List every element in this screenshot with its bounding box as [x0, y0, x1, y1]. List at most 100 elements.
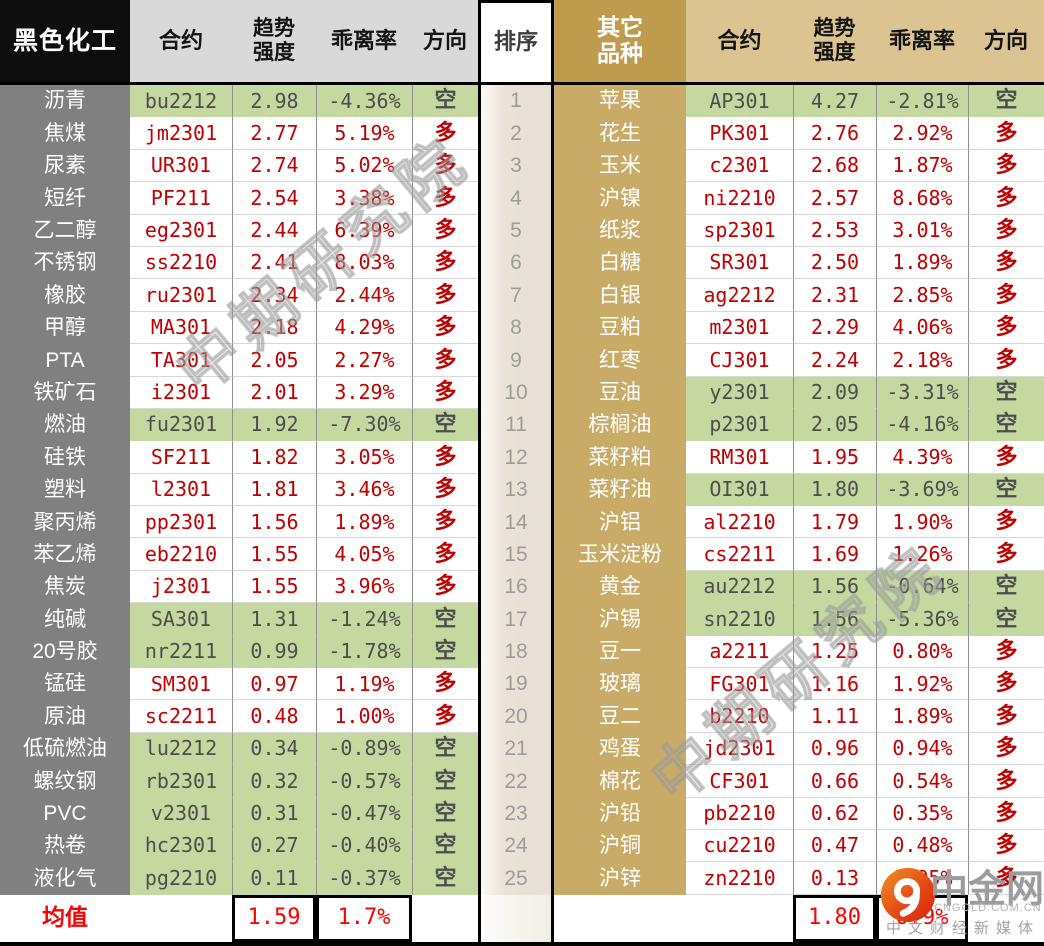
left-direction-cell: 多 [412, 246, 478, 280]
left-trend-cell: 0.97 [232, 668, 316, 701]
right-deviation-cell: 1.92% [876, 668, 968, 701]
right-direction-cell: 多 [968, 311, 1044, 345]
left-deviation-cell: 3.05% [316, 441, 412, 474]
left-deviation-cell: 1.19% [316, 668, 412, 701]
right-contract-cell: cu2210 [686, 829, 793, 863]
left-commodity-label: 原油 [0, 700, 130, 733]
right-trend-cell: 1.11 [793, 700, 876, 733]
right-deviation-cell: -4.16% [876, 408, 968, 442]
left-direction-cell: 多 [412, 279, 478, 312]
rank-cell: 12 [478, 441, 554, 474]
right-direction-cell: 多 [968, 279, 1044, 312]
left-commodity-label: 尿素 [0, 149, 130, 183]
right-direction-cell: 空 [968, 603, 1044, 636]
left-deviation-cell: -1.78% [316, 635, 412, 669]
left-deviation-cell: 1.00% [316, 700, 412, 733]
left-mean-deviation: 1.7% [316, 894, 412, 942]
right-deviation-cell: -2.81% [876, 85, 968, 118]
right-direction-cell: 多 [968, 829, 1044, 863]
left-trend-cell: 0.27 [232, 829, 316, 863]
left-commodity-label: 焦炭 [0, 570, 130, 604]
left-trend-cell: 0.11 [232, 862, 316, 895]
right-direction-cell: 多 [968, 862, 1044, 895]
left-trend-cell: 1.55 [232, 538, 316, 571]
left-trend-cell: 0.99 [232, 635, 316, 669]
left-deviation-cell: 8.03% [316, 246, 412, 280]
right-direction-cell: 多 [968, 668, 1044, 701]
right-trend-cell: 1.56 [793, 570, 876, 604]
right-direction-cell: 多 [968, 765, 1044, 798]
right-commodity-label: 沪锌 [554, 862, 686, 895]
left-deviation-cell: 5.02% [316, 149, 412, 183]
left-direction-cell: 多 [412, 311, 478, 345]
left-direction-cell: 多 [412, 117, 478, 150]
right-contract-cell: pb2210 [686, 797, 793, 830]
left-direction-cell: 多 [412, 214, 478, 247]
right-commodity-label: 沪铅 [554, 797, 686, 830]
left-commodity-label: 20号胶 [0, 635, 130, 669]
left-deviation-cell: 5.19% [316, 117, 412, 150]
right-direction-cell: 多 [968, 344, 1044, 377]
right-commodity-label: 纸浆 [554, 214, 686, 247]
left-contract-cell: PF211 [130, 182, 232, 215]
right-commodity-label: 沪镍 [554, 182, 686, 215]
right-contract-cell: a2211 [686, 635, 793, 669]
right-trend-cell: 1.16 [793, 668, 876, 701]
left-trend-cell: 2.34 [232, 279, 316, 312]
left-trend-cell: 1.82 [232, 441, 316, 474]
left-contract-cell: j2301 [130, 570, 232, 604]
left-contract-cell: eg2301 [130, 214, 232, 247]
left-direction-cell: 多 [412, 506, 478, 539]
left-direction-cell: 多 [412, 570, 478, 604]
left-contract-cell: rb2301 [130, 765, 232, 798]
rank-cell: 8 [478, 311, 554, 345]
left-contract-cell: pp2301 [130, 506, 232, 539]
right-table-title: 其它 品种 [554, 0, 686, 85]
right-direction-cell: 多 [968, 506, 1044, 539]
right-direction-cell: 多 [968, 214, 1044, 247]
right-commodity-label: 棉花 [554, 765, 686, 798]
rank-cell: 9 [478, 344, 554, 377]
left-col-header-deviation: 乖离率 [316, 0, 412, 85]
left-col-header-trend: 趋势 强度 [232, 0, 316, 85]
right-trend-cell: 2.57 [793, 182, 876, 215]
left-trend-cell: 2.44 [232, 214, 316, 247]
rank-cell: 18 [478, 635, 554, 669]
left-direction-cell: 多 [412, 149, 478, 183]
left-trend-cell: 1.81 [232, 473, 316, 507]
left-col-header-direction: 方向 [412, 0, 478, 85]
left-commodity-label: 聚丙烯 [0, 506, 130, 539]
left-contract-cell: MA301 [130, 311, 232, 345]
right-trend-cell: 0.62 [793, 797, 876, 830]
right-trend-cell: 1.56 [793, 603, 876, 636]
left-commodity-label: PTA [0, 344, 130, 377]
right-commodity-label: 红枣 [554, 344, 686, 377]
left-deviation-cell: 2.27% [316, 344, 412, 377]
left-contract-cell: ss2210 [130, 246, 232, 280]
left-direction-cell: 多 [412, 182, 478, 215]
left-mean-label: 均值 [0, 894, 130, 942]
right-trend-cell: 1.80 [793, 473, 876, 507]
right-contract-cell: ag2212 [686, 279, 793, 312]
right-contract-cell: SR301 [686, 246, 793, 280]
left-deviation-cell: 2.44% [316, 279, 412, 312]
left-trend-cell: 1.55 [232, 570, 316, 604]
left-deviation-cell: 3.46% [316, 473, 412, 507]
right-commodity-label: 沪铜 [554, 829, 686, 863]
left-trend-cell: 2.77 [232, 117, 316, 150]
rank-cell: 24 [478, 829, 554, 863]
left-deviation-cell: -0.37% [316, 862, 412, 895]
left-mean-trend: 1.59 [232, 894, 316, 942]
left-trend-cell: 0.31 [232, 797, 316, 830]
right-commodity-label: 菜籽油 [554, 473, 686, 507]
rank-cell: 4 [478, 182, 554, 215]
right-deviation-cell: 1.26% [876, 538, 968, 571]
left-commodity-label: 苯乙烯 [0, 538, 130, 571]
right-deviation-cell: 1.89% [876, 246, 968, 280]
left-commodity-label: 甲醇 [0, 311, 130, 345]
rank-cell: 3 [478, 149, 554, 183]
right-commodity-label: 沪锡 [554, 603, 686, 636]
left-direction-cell: 空 [412, 829, 478, 863]
right-deviation-cell: 2.92% [876, 117, 968, 150]
left-contract-cell: TA301 [130, 344, 232, 377]
